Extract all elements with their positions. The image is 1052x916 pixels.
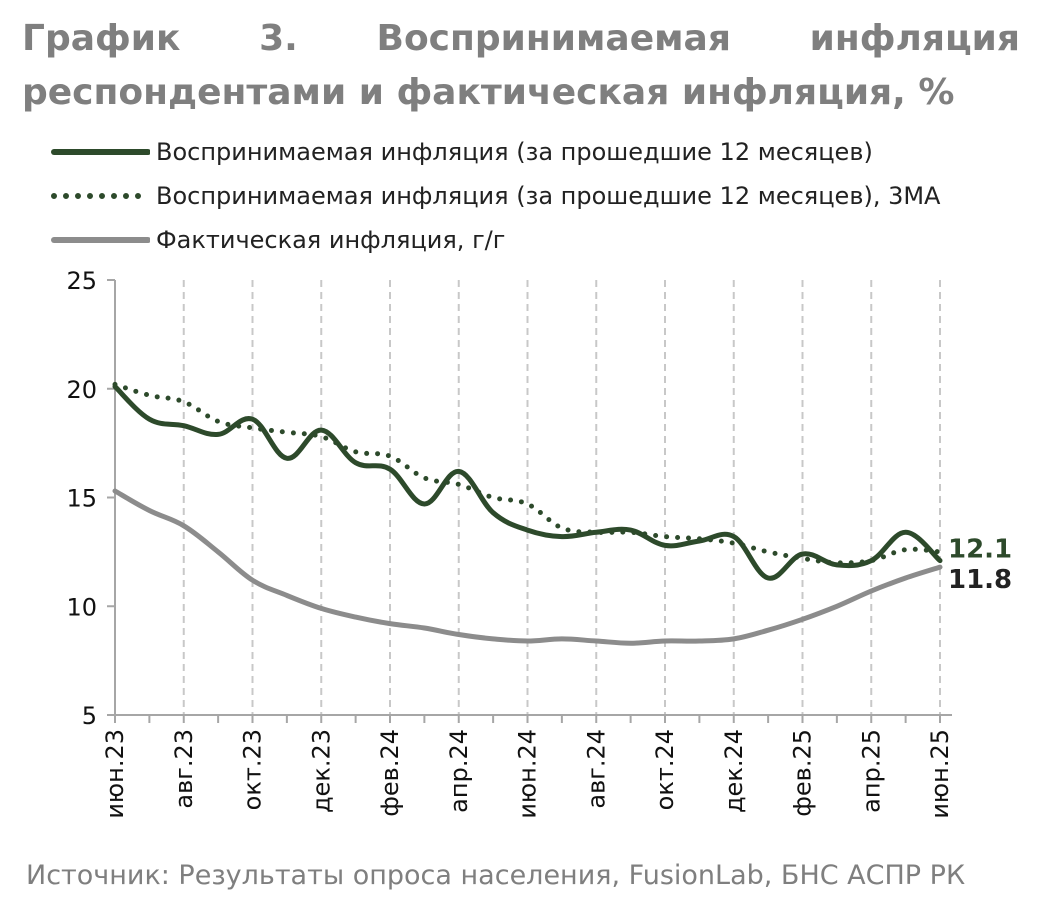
grid-layer (182, 280, 941, 715)
x-tick-label: дек.23 (307, 729, 335, 813)
x-tick-label: фев.25 (789, 729, 817, 817)
series-line-perceived (112, 384, 943, 581)
title-word: 3. (259, 18, 298, 59)
source-note: Источник: Результаты опроса населения, F… (26, 860, 966, 891)
series-line-actual (112, 488, 943, 646)
end-label-perceived: 12.1 (948, 535, 1012, 565)
y-tick-label: 15 (66, 485, 97, 513)
x-tick-label: окт.23 (239, 729, 267, 810)
legend-label: Воспринимаемая инфляция (за прошедшие 12… (156, 138, 873, 166)
y-tick-label: 20 (66, 376, 97, 404)
chart-legend: Воспринимаемая инфляция (за прошедшие 12… (50, 130, 940, 262)
legend-label: Воспринимаемая инфляция (за прошедшие 12… (156, 182, 941, 210)
title-word: График (22, 18, 181, 59)
chart-title-line-1: График 3. Воспринимаемая инфляция (22, 12, 1020, 66)
title-word: Воспринимаемая (376, 18, 731, 59)
axis-layer: 5 10 15 20 25 июн.23 авг.23 окт.23 дек.23 фев.24 а… (66, 267, 954, 819)
legend-item-actual: Фактическая инфляция, г/г (50, 218, 940, 262)
x-tick-label: окт.24 (651, 729, 679, 810)
x-tick-label: июн.24 (514, 729, 542, 819)
x-tick-label: июн.25 (926, 729, 954, 819)
x-tick-label: дек.24 (720, 729, 748, 813)
y-tick-label: 25 (66, 267, 97, 295)
legend-item-perceived-3ma: Воспринимаемая инфляция (за прошедшие 12… (50, 174, 940, 218)
x-tick-label: июн.23 (101, 729, 129, 819)
x-tick-label: фев.24 (376, 729, 404, 817)
legend-swatch-solid-dark (50, 142, 150, 162)
legend-label: Фактическая инфляция, г/г (156, 226, 506, 254)
label-layer: 12.111.8 (948, 535, 1012, 596)
x-tick-label: апр.25 (857, 729, 885, 813)
chart-title-line-2: респондентами и фактическая инфляция, % (22, 72, 955, 113)
x-tick-label: апр.24 (445, 729, 473, 813)
series-layer (112, 381, 943, 646)
y-tick-label: 5 (82, 702, 97, 730)
legend-swatch-dotted-dark (50, 186, 150, 206)
title-word: инфляция (809, 18, 1020, 59)
x-tick-label: авг.24 (582, 729, 610, 809)
chart-title: График 3. Воспринимаемая инфляция респон… (22, 12, 1020, 120)
legend-swatch-solid-gray (50, 230, 150, 250)
end-label-actual: 11.8 (948, 565, 1012, 595)
legend-item-perceived: Воспринимаемая инфляция (за прошедшие 12… (50, 130, 940, 174)
x-tick-label: авг.23 (170, 729, 198, 809)
y-tick-label: 10 (66, 593, 97, 621)
